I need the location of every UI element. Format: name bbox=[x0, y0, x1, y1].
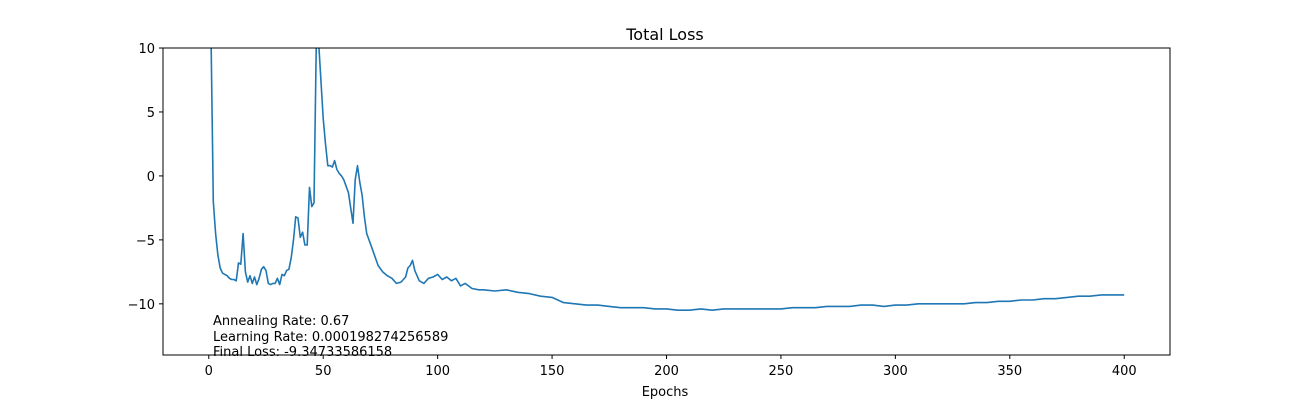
series-line-0 bbox=[210, 48, 1125, 312]
x-tick-label-350: 350 bbox=[997, 364, 1022, 379]
x-axis-label: Epochs bbox=[642, 385, 689, 400]
chart-title: Total Loss bbox=[625, 25, 704, 44]
x-tick-label-200: 200 bbox=[654, 364, 679, 379]
x-tick-label-300: 300 bbox=[883, 364, 908, 379]
x-tick-label-400: 400 bbox=[1112, 364, 1137, 379]
y-tick-label-0: 10 bbox=[138, 42, 155, 57]
x-tick-label-50: 50 bbox=[315, 364, 332, 379]
y-tick-label-4: −10 bbox=[128, 298, 155, 313]
y-tick-label-2: 0 bbox=[147, 170, 155, 185]
x-tick-label-250: 250 bbox=[769, 364, 794, 379]
annotation-learning-rate: Learning Rate: 0.000198274256589 bbox=[213, 330, 448, 345]
x-tick-label-100: 100 bbox=[425, 364, 450, 379]
x-tick-label-0: 0 bbox=[205, 364, 213, 379]
annotation-annealing-rate: Annealing Rate: 0.67 bbox=[213, 314, 349, 329]
x-tick-label-150: 150 bbox=[540, 364, 565, 379]
annotation-final-loss: Final Loss: -9.34733586158 bbox=[213, 345, 392, 360]
y-tick-label-3: −5 bbox=[136, 234, 155, 249]
y-tick-label-1: 5 bbox=[147, 106, 155, 121]
